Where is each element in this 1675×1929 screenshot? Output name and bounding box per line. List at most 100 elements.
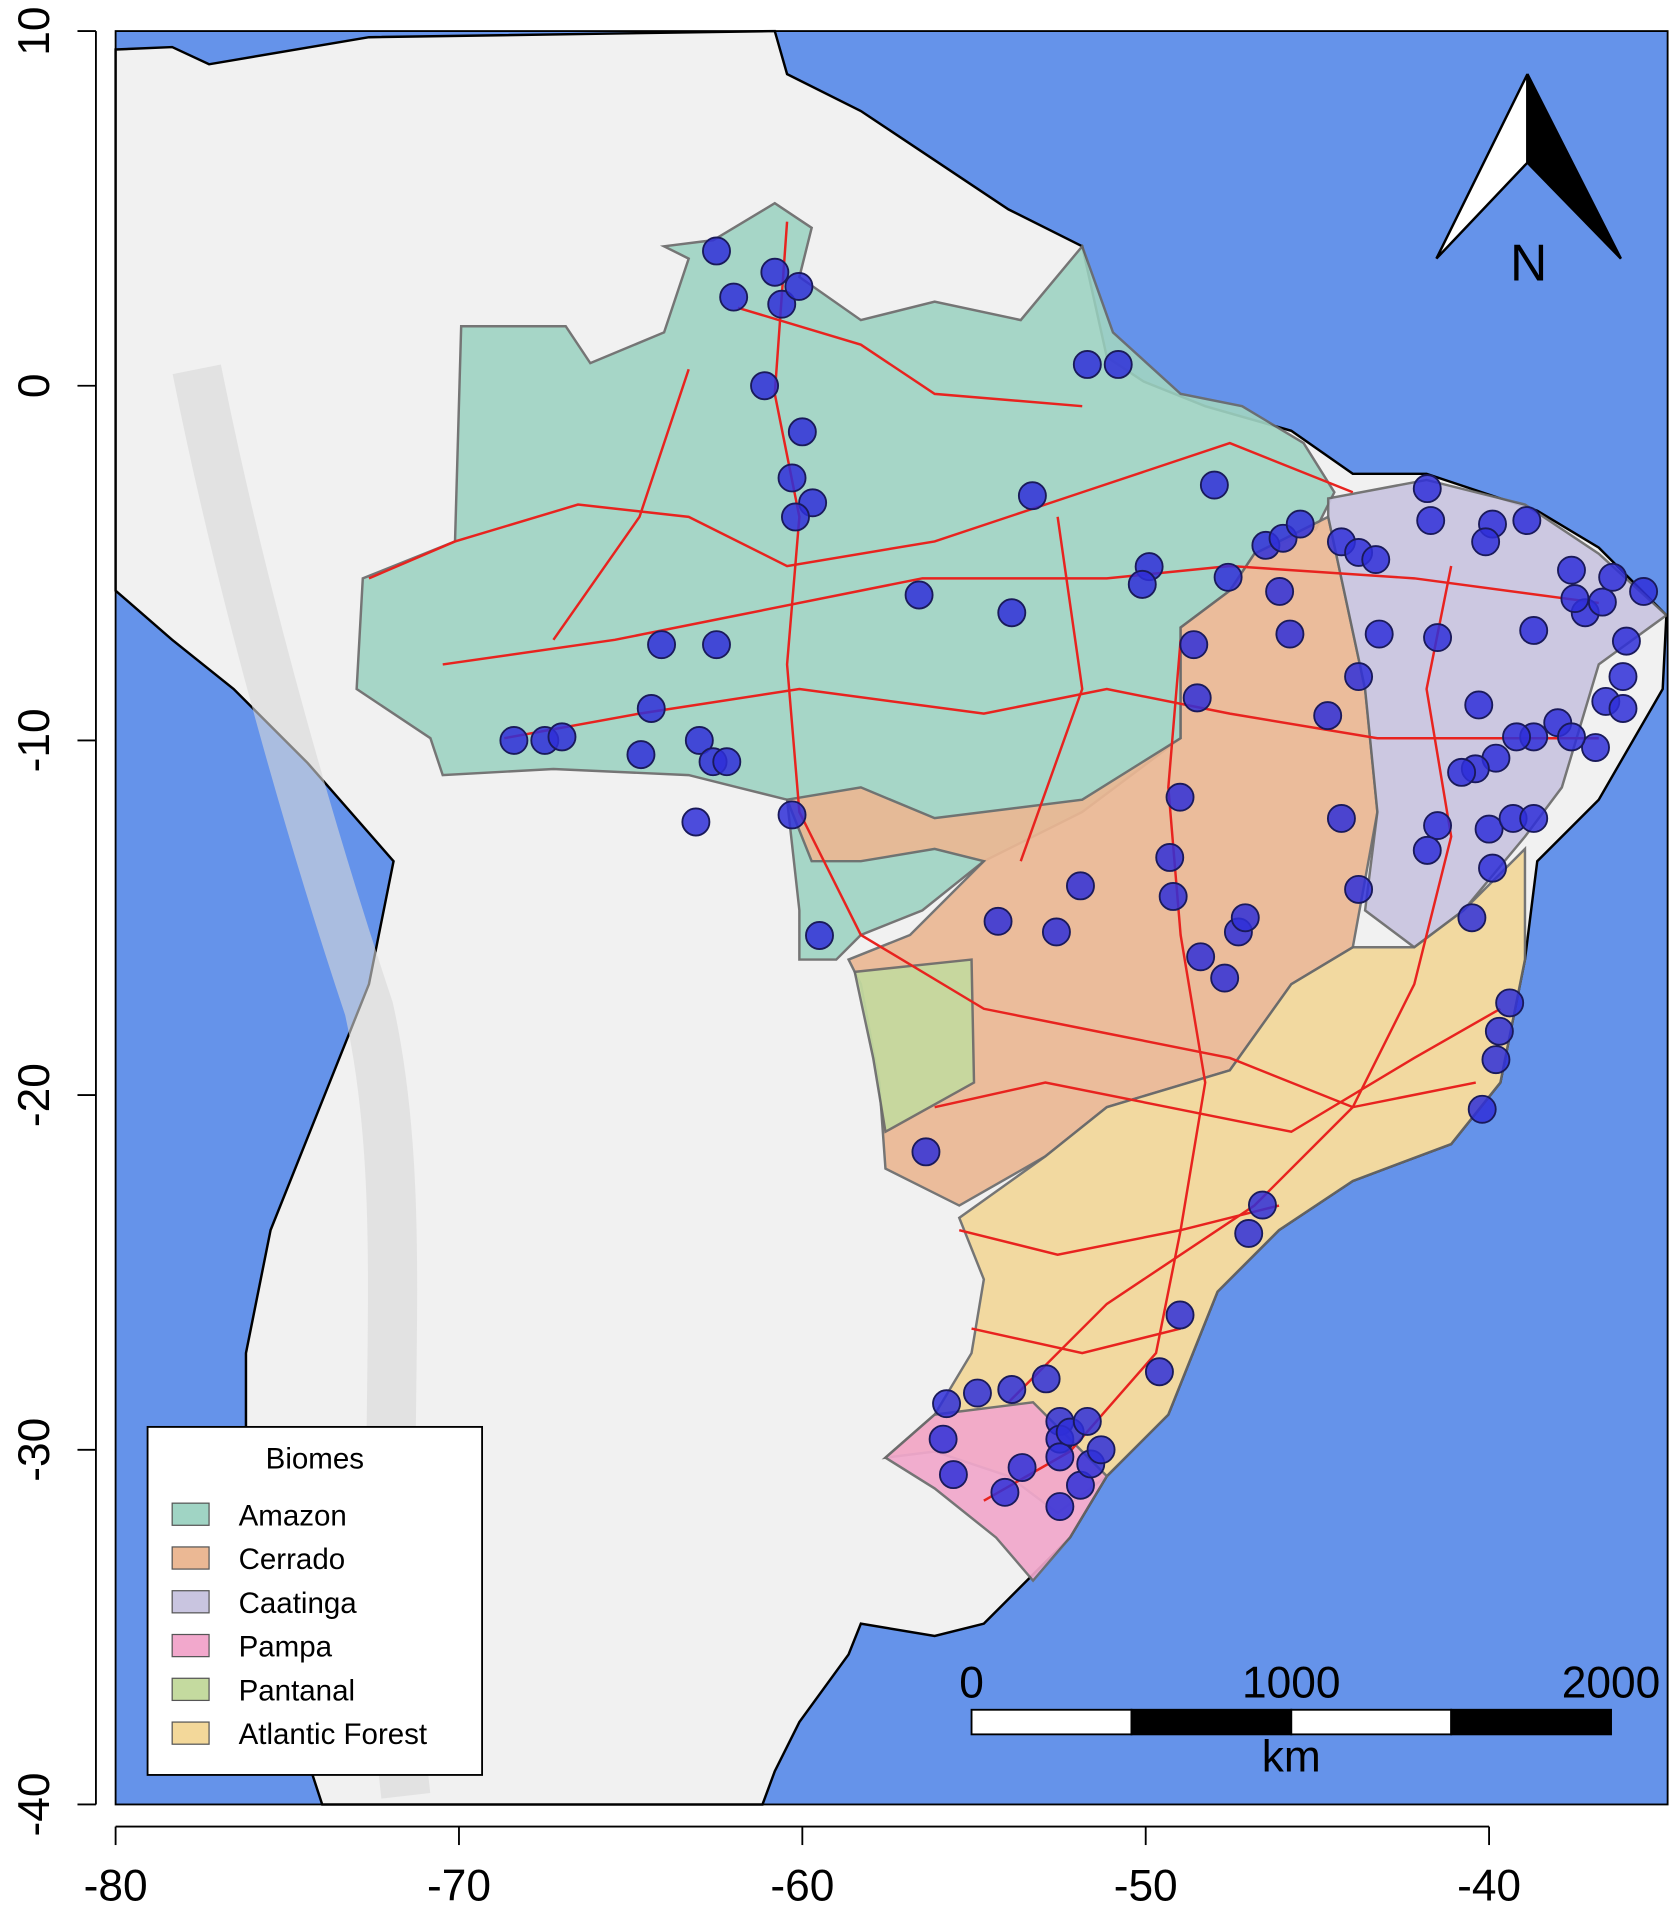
sample-point (1017, 481, 1047, 511)
sample-point (1478, 853, 1507, 883)
scale-segment (1450, 1708, 1612, 1736)
scale-segment (1130, 1708, 1293, 1736)
sample-point (904, 580, 934, 610)
plot-frame (114, 30, 1669, 1806)
sample-point (1103, 350, 1133, 379)
legend-label: Pantanal (239, 1674, 355, 1707)
sample-point (1086, 1435, 1116, 1465)
sample-point (1041, 917, 1071, 947)
sample-point (702, 236, 731, 266)
sample-point (767, 289, 797, 319)
legend-label: Pampa (239, 1631, 333, 1664)
sample-point (1213, 562, 1243, 592)
x-tick-label: -50 (1114, 1861, 1178, 1910)
sample-point (1230, 903, 1260, 933)
sample-point (1210, 963, 1240, 993)
sample-point (1158, 882, 1188, 911)
sample-point (1557, 555, 1586, 585)
sample-point (1199, 470, 1229, 500)
legend-label: Cerrado (239, 1543, 346, 1576)
road (958, 1204, 1280, 1355)
sample-point (1484, 1016, 1514, 1046)
sample-point (1326, 804, 1356, 833)
scale-unit: km (1262, 1732, 1321, 1781)
sample-point (1127, 569, 1157, 599)
sample-point (1629, 577, 1659, 606)
legend-swatch (171, 1721, 210, 1745)
sample-point (1412, 835, 1442, 865)
legend-label: Atlantic Forest (239, 1718, 428, 1751)
biome-pantanal (853, 958, 976, 1134)
sample-point (1182, 683, 1212, 713)
sample-point (1423, 811, 1453, 841)
sample-point (1423, 623, 1453, 653)
scale-segment (970, 1708, 1133, 1736)
sample-point (1416, 506, 1446, 535)
y-tick-label: -40 (10, 1772, 59, 1836)
sample-point (1481, 1045, 1511, 1075)
sample-point (997, 598, 1027, 628)
sample-point (1587, 587, 1617, 617)
sample-point (784, 271, 814, 301)
road (368, 441, 1354, 580)
sample-point (1519, 804, 1549, 833)
axes: -80 -70 -60 -50 -40 10 0 -10 -20 -30 -40 (10, 6, 1669, 1910)
sample-point (1608, 694, 1638, 723)
road (552, 306, 1084, 862)
sample-point (1560, 584, 1590, 614)
sample-point (760, 257, 790, 287)
scale-segment (1290, 1708, 1453, 1736)
sample-point (1072, 350, 1102, 379)
road (934, 1007, 1501, 1134)
legend: Biomes Amazon Cerrado Caatinga Pampa Pantana… (146, 1425, 484, 1776)
sample-point (1519, 616, 1549, 645)
sample-point (1495, 988, 1525, 1018)
sample-point (1265, 577, 1295, 606)
north-arrow: N (1435, 73, 1622, 292)
sample-point (1581, 733, 1610, 762)
legend-swatch (171, 1546, 210, 1570)
y-tick-label: -10 (10, 708, 59, 772)
legend-label: Caatinga (239, 1587, 358, 1620)
sample-point (1611, 626, 1641, 656)
sample-point (777, 800, 807, 830)
sample-point (1474, 814, 1504, 844)
sample-point (1502, 722, 1531, 752)
biomes (355, 201, 1669, 1583)
legend-swatch (171, 1677, 210, 1702)
scale-label: 1000 (1242, 1658, 1340, 1707)
sample-point (777, 463, 807, 493)
sample-point (1313, 701, 1343, 731)
sample-point (1165, 1300, 1195, 1330)
sample-point (805, 921, 834, 950)
y-tick-label: -30 (10, 1418, 59, 1482)
sample-point (1457, 903, 1487, 933)
sample-point (1598, 562, 1628, 592)
north-label: N (1510, 234, 1547, 292)
sample-point (499, 725, 529, 755)
sample-point (1467, 1094, 1497, 1124)
sample-point (928, 1424, 958, 1454)
x-tick-label: -70 (427, 1861, 491, 1910)
sample-point (1464, 690, 1494, 720)
sample-point (1165, 782, 1195, 812)
sample-point (1247, 1190, 1277, 1220)
sample-point (1608, 662, 1638, 692)
sample-point (702, 630, 731, 660)
sample-point (1066, 871, 1095, 901)
scale-bar: 0 1000 2000 km (959, 1658, 1660, 1781)
points (499, 236, 1659, 1521)
sample-point (1045, 1492, 1075, 1521)
sample-point (1447, 757, 1477, 787)
sample-point (1031, 1364, 1061, 1394)
sample-point (932, 1389, 962, 1419)
sample-point (1234, 1218, 1264, 1248)
sample-point (1186, 942, 1216, 972)
sample-point (1144, 1357, 1174, 1387)
sample-point (963, 1378, 992, 1408)
sample-point (781, 502, 810, 532)
sample-point (712, 747, 742, 777)
sample-point (1275, 619, 1305, 649)
sample-point (1512, 506, 1542, 535)
